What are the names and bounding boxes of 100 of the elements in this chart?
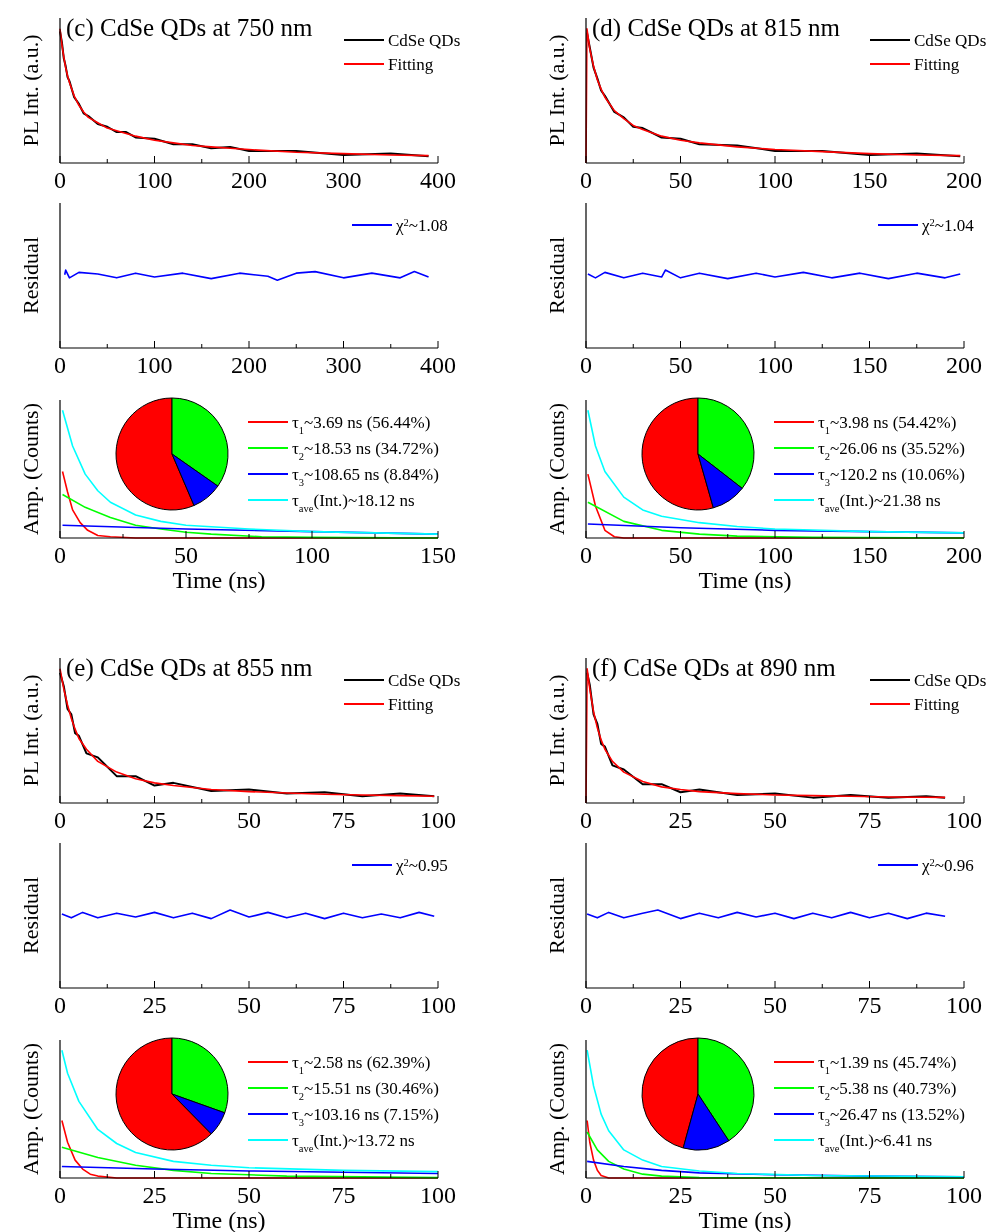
- legend-label: Fitting: [388, 695, 434, 714]
- legend-label: τ$_{3}$~103.16 ns (7.15%): [292, 1105, 439, 1128]
- x-tick-label: 50: [668, 352, 693, 378]
- x-tick-label: 100: [757, 167, 793, 193]
- legend-label: CdSe QDs: [914, 671, 987, 690]
- x-tick-label: 100: [946, 992, 982, 1018]
- legend-label: CdSe QDs: [388, 31, 461, 50]
- x-tick-label: 150: [851, 352, 888, 378]
- x-tick-label: 75: [331, 992, 356, 1018]
- x-tick-label: 100: [946, 807, 982, 833]
- x-tick-label: 75: [857, 807, 882, 833]
- x-tick-label: 50: [237, 992, 261, 1018]
- x-tick-label: 200: [231, 167, 267, 193]
- chart-title: (d) CdSe QDs at 815 nm: [592, 14, 841, 42]
- x-tick-label: 100: [294, 542, 330, 568]
- legend-label: CdSe QDs: [914, 31, 987, 50]
- x-tick-label: 25: [142, 807, 167, 833]
- x-tick-label: 50: [763, 807, 787, 833]
- x-tick-label: 200: [231, 352, 267, 378]
- x-tick-label: 25: [668, 807, 693, 833]
- legend-label: τ$_{ave}$(Int.)~21.38 ns: [818, 491, 941, 514]
- x-tick-label: 25: [668, 1182, 693, 1208]
- x-tick-label: 100: [420, 807, 456, 833]
- x-tick-label: 50: [763, 992, 787, 1018]
- x-tick-label: 0: [580, 992, 592, 1018]
- x-tick-label: 0: [54, 542, 66, 568]
- legend-label: τ$_{3}$~26.47 ns (13.52%): [818, 1105, 965, 1128]
- x-tick-label: 0: [580, 167, 592, 193]
- y-axis-title: PL Int. (a.u.): [544, 34, 569, 147]
- legend-label: τ$_{2}$~15.51 ns (30.46%): [292, 1079, 439, 1102]
- x-tick-label: 75: [331, 807, 356, 833]
- x-tick-label: 400: [420, 167, 456, 193]
- y-axis-title: Amp. (Counts): [544, 1043, 569, 1175]
- x-tick-label: 200: [946, 352, 982, 378]
- legend-label: χ$^{2}$~0.95: [395, 856, 448, 875]
- y-axis-title: PL Int. (a.u.): [18, 674, 43, 787]
- legend-label: τ$_{ave}$(Int.)~18.12 ns: [292, 491, 415, 514]
- x-tick-label: 100: [136, 167, 173, 193]
- x-tick-label: 0: [580, 1182, 592, 1208]
- x-tick-label: 150: [851, 167, 888, 193]
- chart-title: (e) CdSe QDs at 855 nm: [66, 654, 314, 682]
- x-axis-title: Time (ns): [698, 567, 792, 593]
- chart-title: (c) CdSe QDs at 750 nm: [66, 14, 314, 42]
- chart-title: (f) CdSe QDs at 890 nm: [592, 654, 837, 682]
- legend-label: Fitting: [388, 55, 434, 74]
- legend-label: τ$_{1}$~3.69 ns (56.44%): [292, 413, 431, 436]
- x-tick-label: 25: [142, 1182, 167, 1208]
- y-axis-title: PL Int. (a.u.): [544, 674, 569, 787]
- x-tick-label: 100: [757, 352, 793, 378]
- x-axis-title: Time (ns): [172, 567, 266, 593]
- x-tick-label: 50: [237, 807, 261, 833]
- legend-label: τ$_{ave}$(Int.)~13.72 ns: [292, 1131, 415, 1154]
- legend-label: τ$_{1}$~2.58 ns (62.39%): [292, 1053, 431, 1076]
- x-tick-label: 25: [668, 992, 693, 1018]
- legend-label: τ$_{3}$~120.2 ns (10.06%): [818, 465, 965, 488]
- legend-label: τ$_{2}$~26.06 ns (35.52%): [818, 439, 965, 462]
- y-axis-title: Amp. (Counts): [18, 1043, 43, 1175]
- y-axis-title: Amp. (Counts): [18, 403, 43, 535]
- y-axis-title: Residual: [18, 237, 43, 314]
- y-axis-title: Residual: [18, 877, 43, 954]
- x-tick-label: 300: [325, 352, 362, 378]
- x-tick-label: 0: [580, 807, 592, 833]
- x-tick-label: 75: [857, 992, 882, 1018]
- legend-label: χ$^{2}$~1.04: [921, 216, 975, 235]
- y-axis-title: Amp. (Counts): [544, 403, 569, 535]
- legend-label: τ$_{2}$~18.53 ns (34.72%): [292, 439, 439, 462]
- legend-label: τ$_{1}$~1.39 ns (45.74%): [818, 1053, 957, 1076]
- x-tick-label: 200: [946, 167, 982, 193]
- x-tick-label: 50: [174, 542, 198, 568]
- legend-label: τ$_{3}$~108.65 ns (8.84%): [292, 465, 439, 488]
- legend-label: τ$_{ave}$(Int.)~6.41 ns: [818, 1131, 933, 1154]
- x-tick-label: 50: [668, 167, 693, 193]
- legend-label: CdSe QDs: [388, 671, 461, 690]
- x-tick-label: 75: [331, 1182, 356, 1208]
- legend-label: τ$_{2}$~5.38 ns (40.73%): [818, 1079, 957, 1102]
- y-axis-title: Residual: [544, 877, 569, 954]
- x-tick-label: 100: [757, 542, 793, 568]
- x-tick-label: 400: [420, 352, 456, 378]
- x-tick-label: 150: [420, 542, 456, 568]
- x-tick-label: 0: [580, 542, 592, 568]
- x-tick-label: 200: [946, 542, 982, 568]
- y-axis-title: Residual: [544, 237, 569, 314]
- x-tick-label: 100: [136, 352, 173, 378]
- legend-label: Fitting: [914, 55, 960, 74]
- x-tick-label: 100: [420, 1182, 456, 1208]
- x-tick-label: 0: [54, 352, 66, 378]
- x-tick-label: 50: [763, 1182, 787, 1208]
- x-tick-label: 25: [142, 992, 167, 1018]
- x-tick-label: 50: [668, 542, 693, 568]
- legend-label: χ$^{2}$~1.08: [395, 216, 448, 235]
- x-tick-label: 300: [325, 167, 362, 193]
- y-axis-title: PL Int. (a.u.): [18, 34, 43, 147]
- x-tick-label: 0: [54, 1182, 66, 1208]
- x-tick-label: 50: [237, 1182, 261, 1208]
- x-tick-label: 150: [851, 542, 888, 568]
- x-tick-label: 75: [857, 1182, 882, 1208]
- x-tick-label: 0: [54, 807, 66, 833]
- legend-label: τ$_{1}$~3.98 ns (54.42%): [818, 413, 957, 436]
- x-tick-label: 100: [420, 992, 456, 1018]
- x-tick-label: 0: [54, 992, 66, 1018]
